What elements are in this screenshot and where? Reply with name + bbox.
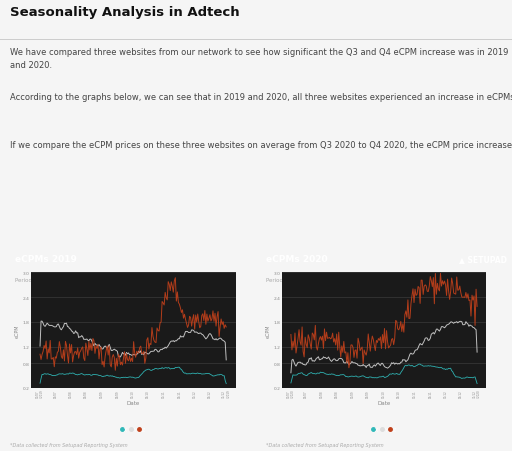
Text: Period: 01/07/2019 - 31/12/2019: Period: 01/07/2019 - 31/12/2019 <box>15 276 105 281</box>
X-axis label: Date: Date <box>126 400 140 405</box>
Text: According to the graphs below, we can see that in 2019 and 2020, all three websi: According to the graphs below, we can se… <box>10 92 512 101</box>
Text: We have compared three websites from our network to see how significant the Q3 a: We have compared three websites from our… <box>10 48 508 69</box>
Text: Seasonality Analysis in Adtech: Seasonality Analysis in Adtech <box>10 6 240 19</box>
Text: *Data collected from Setupad Reporting System: *Data collected from Setupad Reporting S… <box>10 442 128 447</box>
Text: ▲ SETUPAD: ▲ SETUPAD <box>459 254 507 263</box>
Text: *Data collected from Setupad Reporting System: *Data collected from Setupad Reporting S… <box>266 442 384 447</box>
Text: Period: 01/07/2020 - 31/12/2020: Period: 01/07/2020 - 31/12/2020 <box>266 276 356 281</box>
Y-axis label: eCPM: eCPM <box>266 324 270 337</box>
X-axis label: Date: Date <box>377 400 391 405</box>
Text: If we compare the eCPM prices on these three websites on average from Q3 2020 to: If we compare the eCPM prices on these t… <box>10 140 512 149</box>
Legend: X, Y, Z: X, Y, Z <box>119 425 147 434</box>
Legend: X, Y, Z: X, Y, Z <box>370 425 398 434</box>
Text: eCPMs 2020: eCPMs 2020 <box>266 254 328 263</box>
Text: eCPMs 2019: eCPMs 2019 <box>15 254 77 263</box>
Y-axis label: eCPM: eCPM <box>15 324 19 337</box>
